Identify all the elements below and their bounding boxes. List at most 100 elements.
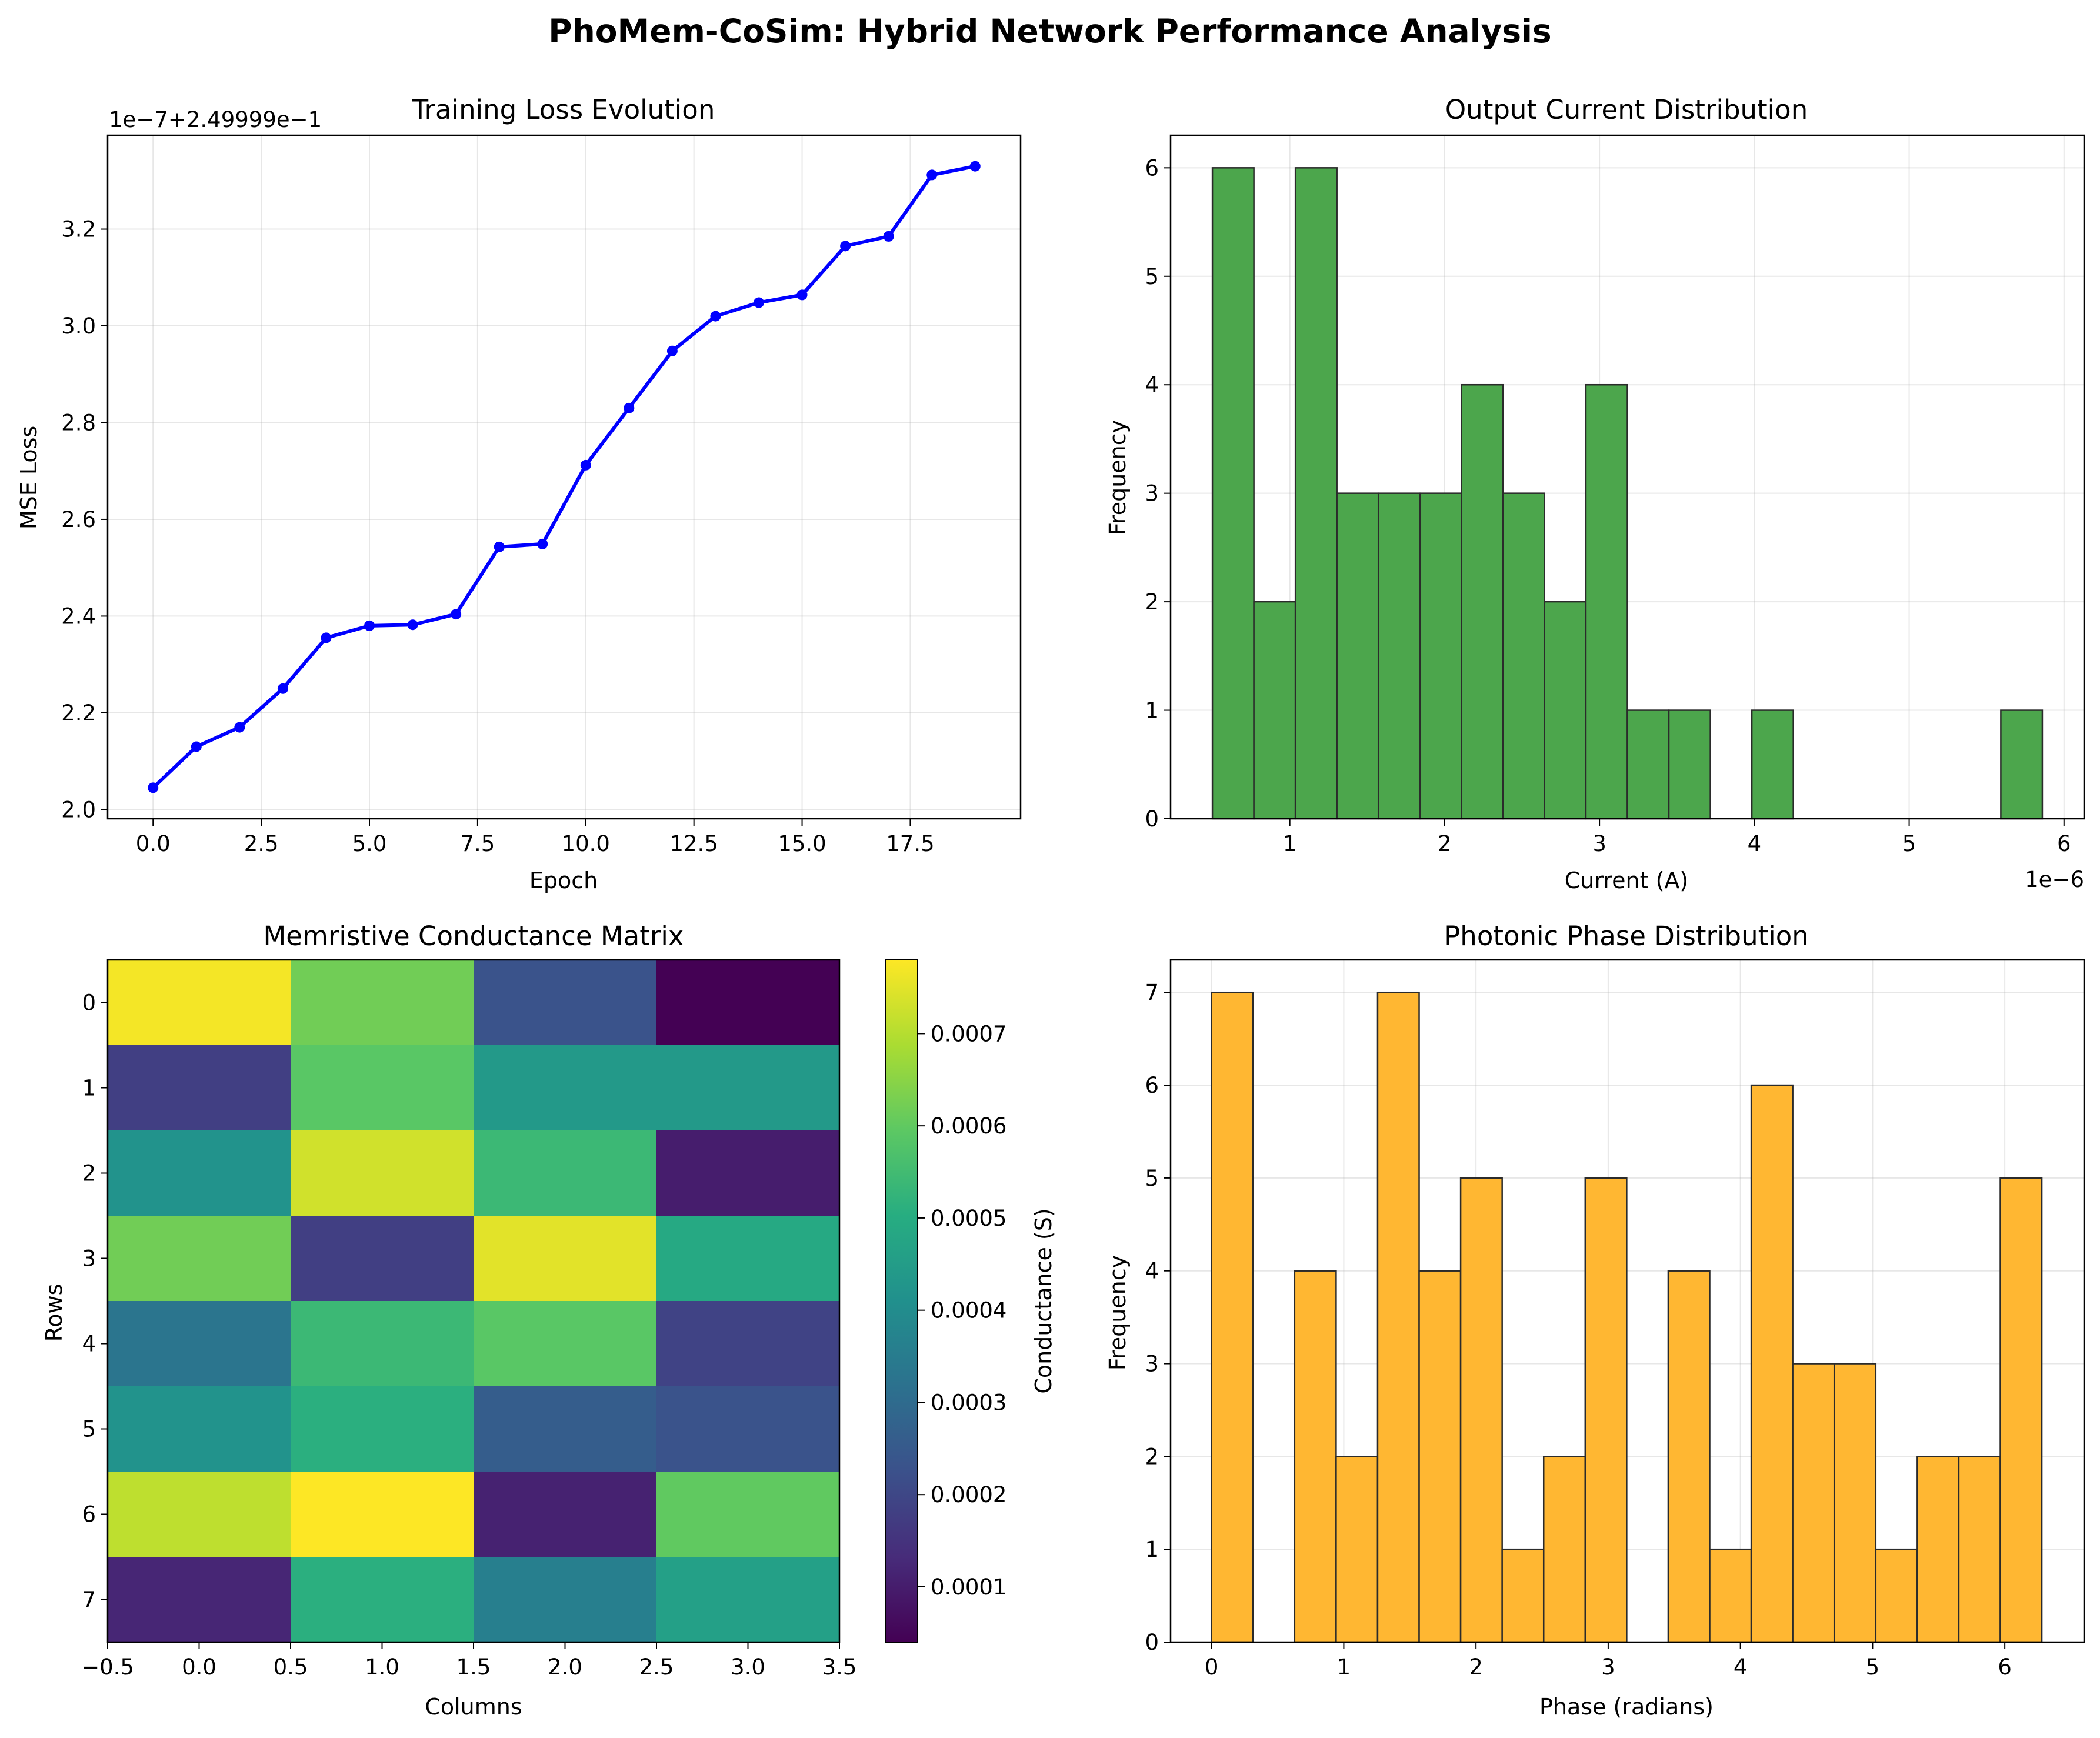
- x-tick-label: 4: [1748, 831, 1762, 856]
- x-tick-label: 10.0: [562, 831, 610, 856]
- x-tick-label: 0.0: [136, 831, 171, 856]
- y-tick-label: 2: [1145, 589, 1159, 615]
- loss-point: [364, 620, 375, 631]
- histogram-bar: [1875, 1548, 1918, 1643]
- histogram-bar: [1626, 709, 1670, 820]
- x-tick-label: 2.5: [244, 831, 279, 856]
- loss-point: [451, 609, 462, 620]
- heatmap-cell: [474, 1557, 657, 1643]
- loss-point: [666, 345, 678, 356]
- x-tick-label: 2.5: [639, 1654, 674, 1680]
- training-loss-title: Training Loss Evolution: [412, 94, 715, 125]
- y-tick-label: 6: [1145, 155, 1159, 181]
- x-tick-label: 4: [1734, 1654, 1748, 1680]
- heatmap-cell: [108, 1386, 291, 1472]
- histogram-bar: [1419, 492, 1462, 820]
- y-tick-label: 3: [1145, 481, 1159, 506]
- histogram-bar: [1377, 492, 1421, 820]
- heatmap-cell: [474, 1301, 657, 1387]
- x-tick-label: 0.0: [182, 1654, 216, 1680]
- x-tick-label: 5: [1902, 831, 1916, 856]
- x-tick-label: 1: [1283, 831, 1297, 856]
- y-tick-label: 3: [1145, 1352, 1159, 1377]
- heatmap-cell: [108, 1130, 291, 1216]
- y-tick-label: 1: [1145, 698, 1159, 723]
- colorbar-tick-label: 0.0003: [931, 1390, 1006, 1415]
- output-current-title: Output Current Distribution: [1445, 94, 1808, 125]
- histogram-bar: [1502, 492, 1545, 820]
- heatmap-cell: [656, 1301, 840, 1387]
- x-tick-label: 1: [1337, 1654, 1351, 1680]
- histogram-bar: [1336, 492, 1379, 820]
- conductance-matrix-xlabel: Columns: [425, 1694, 522, 1720]
- x-tick-label: 0.5: [274, 1654, 308, 1680]
- loss-point: [796, 289, 808, 301]
- y-tick-label: 7: [82, 1587, 96, 1613]
- grid-lines: [108, 135, 1021, 819]
- y-tick-label: 0: [1145, 1630, 1159, 1655]
- histogram-bar: [1668, 709, 1711, 820]
- loss-point: [926, 169, 938, 181]
- heatmap-cell: [474, 1130, 657, 1216]
- heatmap-cell: [108, 1216, 291, 1302]
- histogram-bar: [1709, 1548, 1752, 1643]
- loss-point: [624, 402, 635, 413]
- x-tick-label: 3: [1592, 831, 1606, 856]
- y-tick-label: 2: [1145, 1444, 1159, 1469]
- y-tick-label: 3.2: [61, 217, 96, 242]
- output-current-panel: Output Current Distribution 1e−6 Current…: [1105, 94, 2085, 893]
- heatmap-cell: [656, 1557, 840, 1643]
- histogram-bar: [1253, 601, 1296, 820]
- x-tick-label: 2.0: [548, 1654, 582, 1680]
- x-tick-label: 7.5: [460, 831, 495, 856]
- loss-point: [969, 161, 981, 172]
- colorbar-tick-label: 0.0002: [931, 1482, 1006, 1507]
- histogram-bar: [1999, 1177, 2043, 1643]
- x-tick-label: 3.5: [822, 1654, 857, 1680]
- y-tick-label: 4: [1145, 372, 1159, 398]
- training-loss-offset-text: 1e−7+2.49999e−1: [109, 107, 322, 132]
- loss-point: [537, 538, 548, 549]
- photonic-phase-title: Photonic Phase Distribution: [1444, 920, 1809, 952]
- figure-suptitle: PhoMem-CoSim: Hybrid Network Performance…: [548, 12, 1551, 50]
- y-tick-label: 3: [82, 1246, 96, 1272]
- y-tick-label: 6: [82, 1502, 96, 1527]
- histogram-bar: [1584, 1177, 1628, 1643]
- loss-point: [407, 619, 418, 631]
- histogram-bar: [1335, 1456, 1379, 1643]
- colorbar-tick-label: 0.0007: [931, 1021, 1006, 1046]
- colorbar: [885, 959, 918, 1643]
- loss-point: [321, 632, 332, 643]
- histogram-bars: [1211, 991, 2043, 1643]
- x-tick-label: 0: [1205, 1654, 1219, 1680]
- heatmap-cell: [291, 1216, 474, 1302]
- photonic-phase-xlabel: Phase (radians): [1539, 1694, 1714, 1720]
- histogram-bar: [1916, 1456, 1960, 1643]
- heatmap-cell: [474, 1045, 657, 1131]
- histogram-bars: [1211, 167, 2044, 820]
- y-tick-label: 2.6: [61, 507, 96, 532]
- output-current-xlabel: Current (A): [1565, 868, 1688, 893]
- x-tick-label: 15.0: [778, 831, 826, 856]
- colorbar-tick-label: 0.0001: [931, 1574, 1006, 1600]
- y-tick-label: 0: [82, 990, 96, 1016]
- axes-frame: [1169, 959, 2085, 1643]
- loss-point: [494, 541, 505, 552]
- x-tick-label: 17.5: [886, 831, 934, 856]
- histogram-bar: [1211, 991, 1254, 1643]
- histogram-bar: [1418, 1270, 1462, 1643]
- heatmap-cell: [291, 1301, 474, 1387]
- histogram-bar: [1211, 167, 1255, 820]
- y-tick-label: 4: [82, 1332, 96, 1357]
- output-current-ylabel: Frequency: [1105, 420, 1131, 535]
- x-tick-label: 12.5: [669, 831, 718, 856]
- x-tick-label: 1.0: [365, 1654, 399, 1680]
- loss-point: [753, 297, 764, 308]
- heatmap-cell: [108, 1301, 291, 1387]
- y-tick-label: 1: [1145, 1537, 1159, 1562]
- heatmap-cell: [474, 1472, 657, 1557]
- training-loss-panel: Training Loss Evolution 1e−7+2.49999e−1 …: [16, 94, 1022, 893]
- heatmap-cell: [108, 1045, 291, 1131]
- y-tick-label: 2.0: [61, 797, 96, 822]
